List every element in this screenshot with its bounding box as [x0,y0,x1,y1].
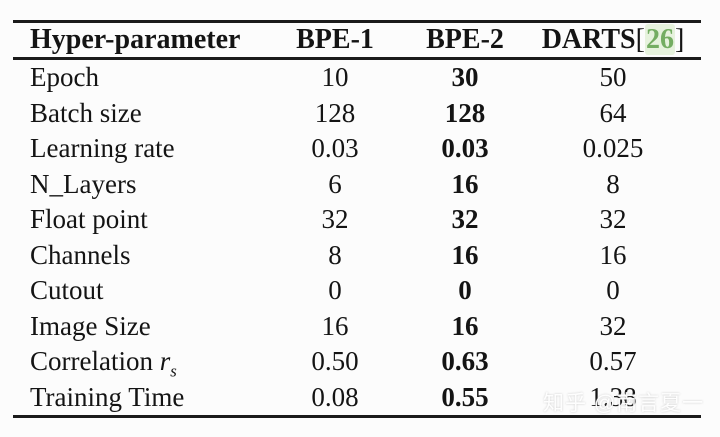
bpe1-value: 6 [328,168,342,199]
bpe1-value: 0.50 [311,346,359,377]
darts-value: 50 [599,62,627,93]
bpe2-value: 16 [451,310,479,341]
header-bpe2: BPE-2 [426,24,504,55]
table-row: Learning rate 0.03 0.03 0.025 [13,131,701,167]
bpe2-value: 0 [458,275,472,306]
bpe2-value: 0.03 [441,133,489,164]
table-top-rule [13,20,701,23]
row-label: Batch size [30,97,142,128]
table-body: Epoch 10 30 50 Batch size 128 128 64 Learning ra… [13,60,701,415]
bpe2-value: 0.55 [441,381,489,412]
darts-value: 32 [599,204,627,235]
row-label: Float point [30,204,148,235]
darts-value: 8 [606,168,620,199]
bpe1-value: 8 [328,239,342,270]
header-darts-text: DARTS [541,24,636,55]
bpe1-value: 0.03 [311,133,359,164]
bpe2-value: 16 [451,239,479,270]
row-label: Cutout [30,275,104,306]
bpe2-value: 16 [451,168,479,199]
bpe1-value: 10 [321,62,349,93]
hyperparameter-table: Hyper-parameter BPE-1 BPE-2 DARTS[26] Ep… [13,20,701,418]
bpe2-value: 32 [451,204,479,235]
row-label: Channels [30,239,131,270]
header-hyper-parameter: Hyper-parameter [30,24,241,55]
bpe1-value: 0 [328,275,342,306]
zhihu-watermark: 知乎 @南言夏一 [543,392,705,415]
darts-value: 0 [606,275,620,306]
bpe1-value: 128 [314,97,356,128]
row-label: N_Layers [30,168,137,199]
bpe2-value: 30 [451,62,479,93]
table-row: Correlation rs 0.50 0.63 0.57 [13,344,701,381]
table-header-rule [13,57,701,60]
header-darts: DARTS[26] [525,24,701,56]
darts-value: 32 [599,310,627,341]
table-header-row: Hyper-parameter BPE-1 BPE-2 DARTS[26] [13,23,701,57]
darts-value: 0.57 [589,346,637,377]
table-row: Float point 32 32 32 [13,202,701,238]
row-label: Training Time [30,381,185,412]
table-row: Channels 8 16 16 [13,238,701,274]
table-row: Cutout 0 0 0 [13,273,701,309]
row-label: Epoch [30,62,99,93]
bpe1-value: 16 [321,310,349,341]
table-bottom-rule [13,415,701,418]
darts-value: 0.025 [582,133,644,164]
darts-value: 1.38 [589,381,637,412]
row-label: Learning rate [30,133,175,164]
row-label: Image Size [30,310,151,341]
darts-value: 16 [599,239,627,270]
citation-26-link[interactable]: 26 [644,24,675,55]
darts-value: 64 [599,97,627,128]
header-bpe1: BPE-1 [296,24,374,55]
citation-bracket-close: ] [674,24,685,55]
bpe2-value: 0.63 [441,346,489,377]
bpe2-value: 128 [444,97,486,128]
table-row: Batch size 128 128 64 [13,96,701,132]
table-row: N_Layers 6 16 8 [13,167,701,203]
bpe1-value: 32 [321,204,349,235]
table-row: Image Size 16 16 32 [13,309,701,345]
table-row: Epoch 10 30 50 [13,60,701,96]
citation-bracket-open: [ [635,24,645,55]
row-label: Correlation rs [30,346,177,381]
table-row: Training Time 0.08 0.55 1.38 [13,380,701,416]
bpe1-value: 0.08 [311,381,359,412]
